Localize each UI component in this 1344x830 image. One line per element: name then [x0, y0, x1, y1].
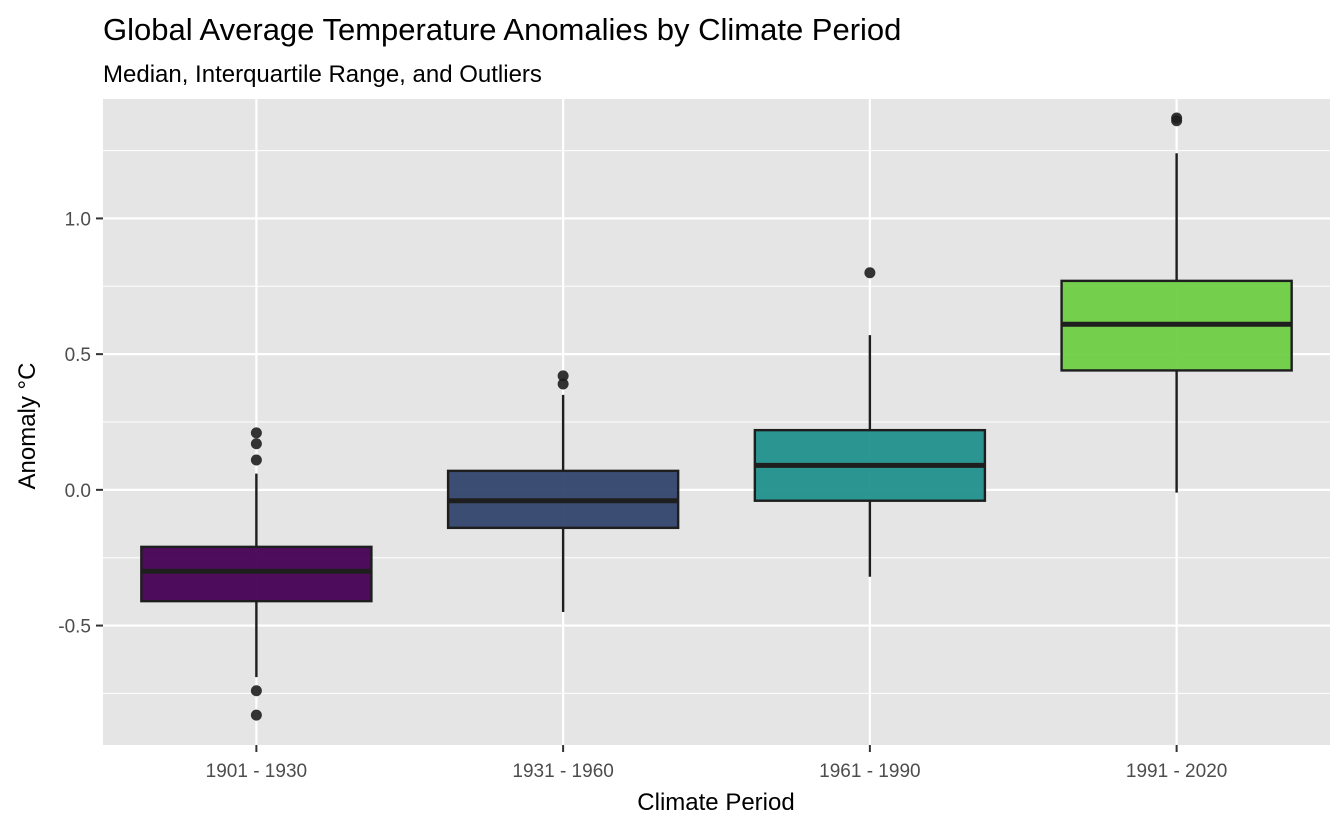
y-tick-label: 0.5 — [65, 345, 91, 366]
iqr-box — [140, 545, 373, 603]
boxes — [140, 112, 1293, 721]
y-tick-label: -0.5 — [58, 617, 91, 638]
outlier-point — [250, 454, 262, 466]
outlier-point — [1171, 115, 1183, 127]
x-tick-label: 1991 - 2020 — [1126, 761, 1227, 782]
outlier-point — [250, 685, 262, 697]
outlier-point — [557, 370, 569, 382]
outlier-point — [250, 427, 262, 439]
outlier-point — [864, 267, 876, 279]
outlier-point — [557, 378, 569, 390]
box-1991-2020 — [1060, 112, 1293, 493]
y-axis: -0.5 0.0 0.5 1.0 — [58, 209, 103, 638]
outlier-point — [250, 438, 262, 450]
box-1961-1990 — [753, 267, 987, 577]
x-tick-label: 1901 - 1930 — [206, 761, 307, 782]
y-tick-label: 0.0 — [65, 481, 91, 502]
x-axis: 1901 - 1930 1931 - 1960 1961 - 1990 1991 - … — [206, 745, 1227, 782]
x-tick-label: 1961 - 1990 — [819, 761, 920, 782]
y-tick-label: 1.0 — [65, 209, 91, 230]
chart-title: Global Average Temperature Anomalies by … — [103, 12, 901, 47]
x-axis-title: Climate Period — [637, 789, 794, 816]
box-1931-1960 — [446, 370, 680, 612]
y-axis-title: Anomaly °C — [14, 363, 41, 490]
box-1901-1930 — [140, 427, 373, 721]
x-tick-label: 1931 - 1960 — [512, 761, 613, 782]
chart-subtitle: Median, Interquartile Range, and Outlier… — [103, 61, 542, 88]
outlier-point — [250, 709, 262, 721]
